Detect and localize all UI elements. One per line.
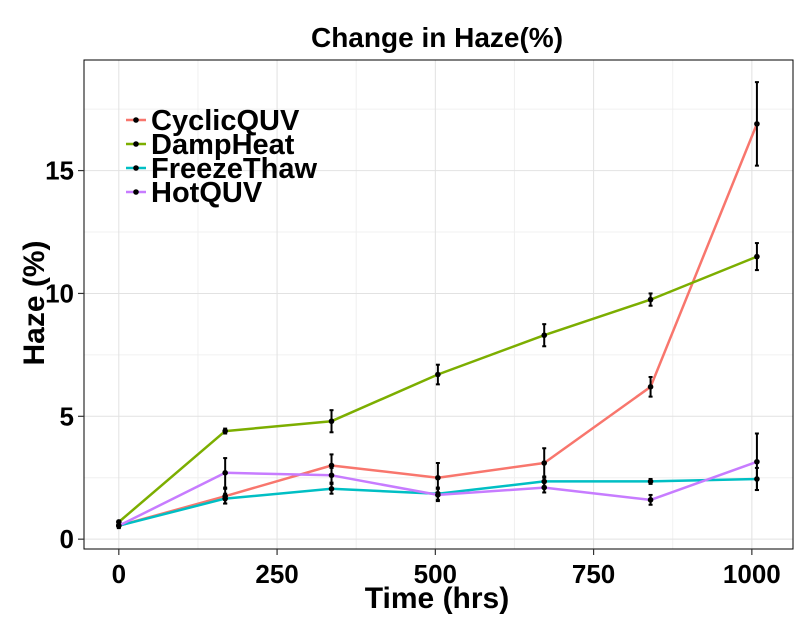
plot-panel-border [83, 59, 794, 550]
legend-label: HotQUV [151, 177, 263, 209]
data-point [222, 470, 228, 476]
legend-label: FreezeThaw [151, 153, 317, 185]
data-point [754, 458, 760, 465]
y-tick-label: 10 [45, 278, 74, 308]
data-point [328, 418, 335, 425]
y-axis-title: Haze (%) [18, 240, 51, 365]
data-point [541, 460, 548, 466]
data-point [222, 495, 228, 502]
legend-item-FreezeThaw: FreezeThaw [126, 153, 317, 185]
x-tick-label: 500 [414, 559, 457, 589]
data-point [435, 474, 441, 481]
data-point [647, 478, 654, 485]
data-point [541, 484, 548, 491]
legend-item-DampHeat: DampHeat [126, 129, 295, 161]
series-layer [116, 81, 760, 530]
y-tick-label: 15 [45, 156, 74, 186]
chart-title: Change in Haze(%) [311, 22, 563, 53]
series-HotQUV [116, 432, 760, 529]
data-point [754, 253, 760, 260]
data-point [754, 121, 760, 127]
legend-swatch-point [133, 165, 139, 171]
x-tick-label: 1000 [723, 559, 781, 589]
y-tick-label: 5 [60, 401, 74, 431]
data-point [541, 332, 548, 339]
legend-swatch-point [133, 141, 139, 147]
x-tick-label: 0 [112, 559, 126, 589]
data-point [435, 371, 441, 378]
data-point [328, 472, 335, 479]
data-point [647, 384, 654, 390]
y-axis: 0 5 10 15 [45, 156, 84, 554]
legend-swatch-point [133, 189, 139, 195]
y-tick-label: 0 [60, 524, 74, 554]
data-point [328, 462, 335, 469]
x-tick-label: 250 [255, 559, 298, 589]
legend-label: DampHeat [151, 129, 295, 161]
data-point [222, 428, 228, 434]
data-point [116, 522, 122, 529]
x-tick-label: 750 [572, 559, 615, 589]
data-point [435, 492, 441, 498]
legend-item-CyclicQUV: CyclicQUV [126, 105, 300, 137]
legend-label: CyclicQUV [151, 105, 300, 137]
data-point [328, 485, 335, 492]
legend-item-HotQUV: HotQUV [126, 177, 263, 209]
legend-swatch-point [133, 117, 139, 123]
data-point [647, 497, 654, 503]
x-axis-title: Time (hrs) [365, 582, 509, 615]
data-point [647, 296, 654, 303]
x-axis: 0 250 500 750 1000 [112, 549, 781, 589]
